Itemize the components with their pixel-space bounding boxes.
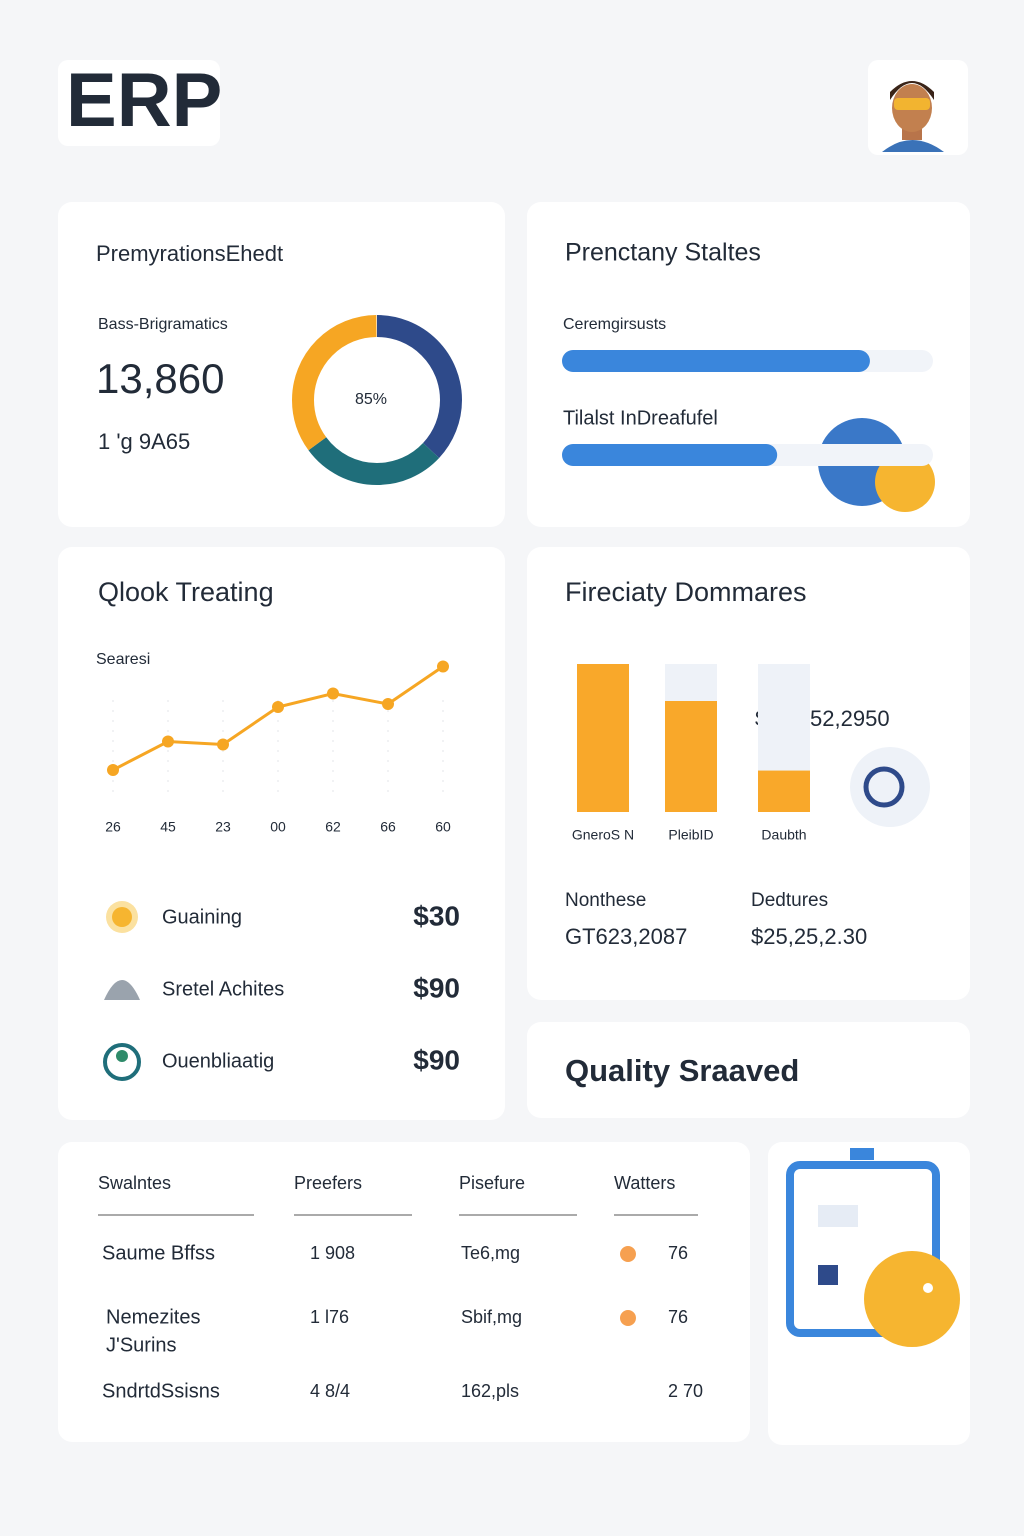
- point: [437, 660, 449, 673]
- metric-value: 13,860: [96, 355, 224, 402]
- x-tick-label: 00: [270, 819, 286, 835]
- point: [382, 698, 394, 710]
- point: [327, 687, 339, 700]
- card-title: Prenctany Staltes: [565, 239, 761, 267]
- item-amount: $90: [413, 1044, 460, 1075]
- table-cell: Nemezites: [106, 1306, 200, 1328]
- table-header: Preefers: [294, 1173, 362, 1193]
- table-cell: 2 70: [668, 1381, 703, 1401]
- series-label: Searesi: [96, 651, 150, 668]
- table-cell: 76: [668, 1307, 688, 1327]
- logo[interactable]: ERP: [66, 58, 222, 143]
- metric-sub: 1 'g 9A65: [98, 429, 190, 454]
- table-cell: 4 8/4: [310, 1381, 350, 1401]
- avatar[interactable]: [868, 60, 968, 155]
- stat-value: $25,25,2.30: [751, 924, 867, 949]
- x-tick-label: 60: [435, 819, 451, 835]
- card: [58, 1142, 750, 1442]
- stat-label: Nonthese: [565, 890, 646, 911]
- progress-bar: [562, 444, 778, 466]
- x-tick-label: 45: [160, 819, 176, 835]
- table-cell: 76: [668, 1243, 688, 1263]
- x-tick-label: 62: [325, 819, 341, 835]
- item-name: Guaining: [162, 906, 242, 928]
- donut-center: 85%: [355, 391, 387, 408]
- item-name: Sretel Achites: [162, 978, 284, 1000]
- bar: [758, 770, 810, 812]
- item-name: Ouenbliaatig: [162, 1050, 274, 1072]
- table-cell: 1 l76: [310, 1307, 349, 1327]
- x-tick-label: Daubth: [761, 827, 806, 843]
- list-icon: [106, 901, 138, 933]
- card: [527, 1022, 970, 1118]
- logo-box: [58, 60, 220, 146]
- table-cell: 162,pls: [461, 1381, 519, 1401]
- point: [162, 735, 174, 748]
- x-tick-label: PleibID: [668, 827, 713, 843]
- list-icon: [104, 980, 140, 1000]
- donut-segment: [292, 315, 462, 485]
- point: [272, 701, 284, 713]
- item-amount: $30: [413, 900, 460, 931]
- stat-value: GT623,2087: [565, 924, 687, 949]
- card: [527, 547, 970, 1000]
- table-cell: Saume Bffss: [102, 1242, 215, 1264]
- table-cell: Sbif,mg: [461, 1307, 522, 1327]
- donut-segment: [292, 315, 462, 485]
- icon: [850, 747, 930, 827]
- clipboard-illustration: [786, 1148, 960, 1347]
- x-tick-label: GneroS N: [572, 827, 634, 843]
- bar: [665, 701, 717, 812]
- table-header: Swalntes: [98, 1173, 171, 1193]
- card: [58, 547, 505, 1120]
- item-amount: $90: [413, 972, 460, 1003]
- table-cell: Te6,mg: [461, 1243, 520, 1263]
- bar: [577, 664, 629, 812]
- bar-label: Ceremgirsusts: [563, 316, 666, 333]
- stat-label: Dedtures: [751, 890, 828, 911]
- point: [107, 764, 119, 776]
- table-cell: SndrtdSsisns: [102, 1380, 220, 1402]
- table-header: Pisefure: [459, 1173, 525, 1193]
- row-icon: [620, 1310, 636, 1326]
- card-title: PremyrationsEhedt: [96, 241, 283, 266]
- metric-label: Bass-Brigramatics: [98, 316, 228, 333]
- progress-bar: [562, 350, 870, 372]
- card-title: Fireciaty Dommares: [565, 577, 807, 607]
- x-tick-label: 26: [105, 819, 121, 835]
- card-title: Quality Sraaved: [565, 1053, 799, 1088]
- x-tick-label: 66: [380, 819, 396, 835]
- list-icon: [103, 1043, 141, 1081]
- bar-label: Tilalst InDreafufel: [563, 407, 718, 429]
- card-title: Qlook Treating: [98, 577, 274, 607]
- point: [217, 738, 229, 751]
- x-tick-label: 23: [215, 819, 231, 835]
- row-icon: [620, 1246, 636, 1262]
- card: [58, 202, 505, 527]
- table-header: Watters: [614, 1173, 675, 1193]
- table-cell: J'Surins: [106, 1334, 177, 1356]
- table-cell: 1 908: [310, 1243, 355, 1263]
